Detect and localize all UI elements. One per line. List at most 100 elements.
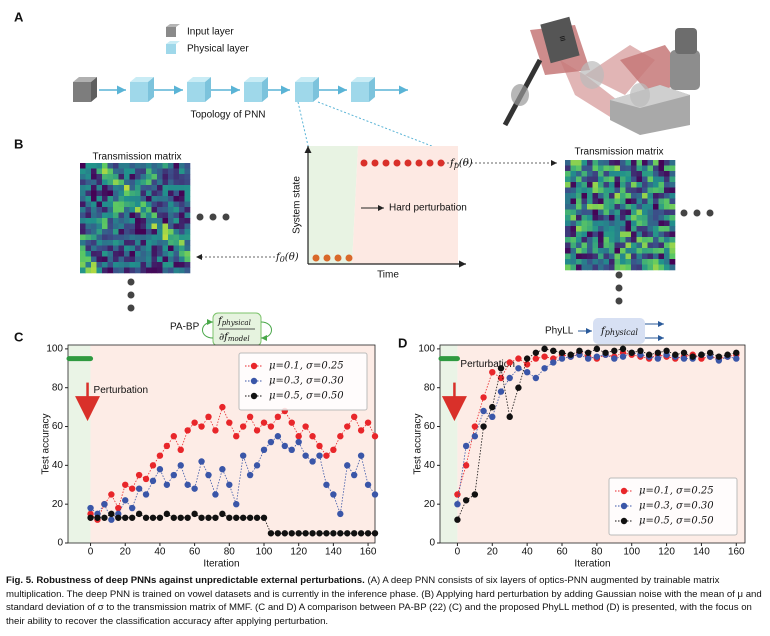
heatmap-cell xyxy=(592,231,599,238)
heatmap-cell xyxy=(151,262,158,268)
data-point xyxy=(471,433,479,440)
heatmap-cell xyxy=(592,242,599,249)
heatmap-cell xyxy=(636,220,643,227)
data-point xyxy=(288,446,295,454)
annotation: Hard perturbation xyxy=(389,203,467,214)
heatmap-cell xyxy=(576,237,582,243)
caption: Fig. 5. Robustness of deep PNNs against … xyxy=(6,574,764,628)
heatmap-cell xyxy=(576,182,582,188)
heatmap-cell xyxy=(118,179,125,186)
heatmap-cell xyxy=(603,160,610,166)
heatmap-cell xyxy=(151,163,158,169)
heatmap-cell xyxy=(609,242,615,249)
heatmap-cell xyxy=(603,209,610,216)
heatmap-cell xyxy=(91,223,97,230)
heatmap-cell xyxy=(614,209,621,216)
heatmap-cell xyxy=(581,248,588,254)
heatmap-cell xyxy=(91,201,97,208)
heatmap-cell xyxy=(581,204,588,210)
legend-box xyxy=(238,352,368,411)
data-point xyxy=(593,353,601,360)
heatmap-cell xyxy=(565,215,571,221)
heatmap-cell xyxy=(598,198,604,205)
heatmap-cell xyxy=(609,226,615,232)
pre-region xyxy=(440,345,458,543)
heatmap-cell xyxy=(609,215,615,221)
data-point xyxy=(226,481,233,488)
heatmap-cell xyxy=(664,193,670,199)
x-tick-label: 160 xyxy=(360,547,377,558)
legend-marker xyxy=(250,392,258,400)
heatmap-cell xyxy=(647,182,654,188)
x-tick-label: 20 xyxy=(487,547,499,558)
heatmap-cell xyxy=(647,264,654,271)
heatmap-cell xyxy=(565,209,571,216)
heatmap-cell xyxy=(179,201,185,208)
heatmap-cell xyxy=(664,204,670,210)
heatmap-cell xyxy=(96,179,103,186)
heatmap-cell xyxy=(184,234,191,241)
data-point xyxy=(149,477,157,485)
heatmap-cell xyxy=(625,220,632,227)
heatmap-cell xyxy=(179,179,185,186)
heatmap-cell xyxy=(80,245,86,252)
heatmap-cell xyxy=(173,174,180,180)
heatmap-cell xyxy=(609,231,615,238)
data-point xyxy=(233,500,240,508)
heatmap-cell xyxy=(140,190,147,197)
data-point xyxy=(149,462,157,469)
heatmap-cell xyxy=(146,163,152,169)
data-point xyxy=(497,388,505,395)
heatmap-cell xyxy=(91,229,97,235)
heatmap-cell xyxy=(140,174,147,180)
heatmap-cell xyxy=(162,256,169,263)
heatmap-cell xyxy=(96,240,103,246)
heatmap-cell xyxy=(179,240,185,246)
heatmap-cell xyxy=(124,223,130,230)
heatmap-cell xyxy=(647,209,654,216)
data-point xyxy=(316,442,323,450)
heatmap-cell xyxy=(107,229,114,235)
heatmap-cell xyxy=(581,209,588,216)
heatmap-cell xyxy=(603,237,610,243)
heatmap-cell xyxy=(85,229,92,235)
data-point xyxy=(122,481,129,488)
data-point xyxy=(350,413,358,421)
heatmap-cell xyxy=(609,259,615,265)
heatmap-cell xyxy=(653,193,659,199)
heatmap-cell xyxy=(576,226,582,232)
heatmap-cell xyxy=(135,190,141,197)
heatmap-cell xyxy=(146,229,152,235)
heatmap-cell xyxy=(162,201,169,208)
heatmap-cell xyxy=(91,163,97,169)
heatmap-cell xyxy=(146,256,152,263)
y-tick-label: 60 xyxy=(52,421,64,432)
heatmap-cell xyxy=(157,245,163,252)
heatmap-cell xyxy=(102,245,108,252)
heatmap-cell xyxy=(614,253,621,260)
heatmap-cell xyxy=(636,176,643,183)
heatmap-cell xyxy=(587,231,593,238)
heatmap-cell xyxy=(598,220,604,227)
heatmap-cell xyxy=(151,240,158,246)
heatmap-cell xyxy=(113,163,119,169)
heatmap-cell xyxy=(85,190,92,197)
y-tick-label: 0 xyxy=(57,538,63,549)
heatmap-cell xyxy=(96,168,103,175)
heatmap-cell xyxy=(664,226,670,232)
heatmap-cell xyxy=(168,179,174,186)
heatmap-cell xyxy=(669,264,676,271)
heatmap-cell xyxy=(157,267,163,274)
heatmap-cell xyxy=(614,226,621,232)
data-point xyxy=(184,481,191,488)
heatmap-cell xyxy=(669,231,676,238)
heatmap-cell xyxy=(85,179,92,186)
heatmap-cell xyxy=(565,220,571,227)
heatmap-cell xyxy=(91,262,97,268)
heatmap-cell xyxy=(609,264,615,271)
heatmap-cell xyxy=(625,165,632,172)
heatmap-cell xyxy=(603,264,610,271)
heatmap-cell xyxy=(609,187,615,194)
x-axis-label: Iteration xyxy=(203,559,239,570)
heatmap-cell xyxy=(162,262,169,268)
